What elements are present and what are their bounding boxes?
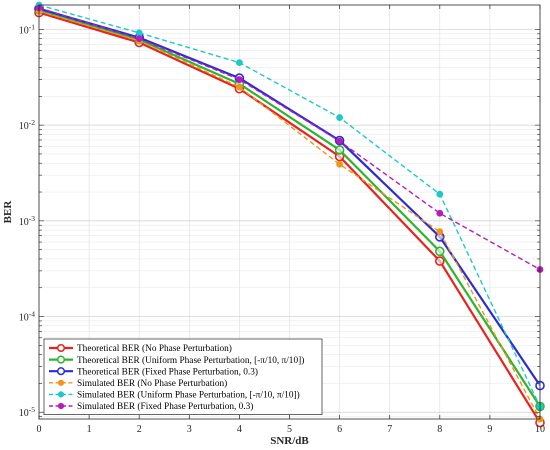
series-line: [38, 4, 541, 407]
data-point: [336, 137, 344, 145]
x-tick-label: 1: [87, 424, 92, 435]
legend-item: Simulated BER (No Phase Perturbation): [49, 378, 227, 389]
series-line: [38, 7, 541, 271]
y-axis-label: BER: [2, 200, 14, 224]
y-tick-label: 10-1: [19, 22, 35, 36]
axis-ticks: [38, 5, 541, 419]
y-tick-label: 10-4: [19, 310, 35, 324]
legend-item: Simulated BER (Fixed Phase Perturbation,…: [49, 401, 253, 412]
y-tick-mantissa: 10: [19, 121, 29, 132]
legend-item: Simulated BER (Uniform Phase Perturbatio…: [49, 390, 300, 401]
x-tick-label: 9: [487, 424, 492, 435]
legend-box: [43, 338, 323, 415]
data-point: [235, 83, 243, 91]
data-point: [336, 160, 344, 168]
series-line: [38, 8, 541, 408]
x-tick-labels: 0 1 2 3 4 5 6 7 8 9 10: [37, 424, 546, 435]
y-tick-mantissa: 10: [19, 25, 29, 36]
legend-item: Theoretical BER (Uniform Phase Perturbat…: [49, 355, 304, 366]
legend-swatch-marker: [56, 355, 66, 364]
x-axis-label: SNR/dB: [270, 435, 309, 447]
x-tick-label: 2: [137, 424, 142, 435]
data-point: [436, 209, 444, 217]
x-tick-label: 5: [287, 424, 292, 435]
legend-label: Simulated BER (Fixed Phase Perturbation,…: [77, 401, 253, 412]
legend-label: Simulated BER (Uniform Phase Perturbatio…: [77, 390, 300, 401]
legend-label: Simulated BER (No Phase Perturbation): [77, 378, 227, 389]
y-tick-mantissa: 10: [19, 313, 29, 324]
legend-swatch-marker: [56, 367, 66, 376]
legend-swatch-marker: [57, 402, 65, 410]
x-tick-label: 7: [387, 424, 392, 435]
y-tick-exponent: -1: [29, 22, 35, 31]
legend-swatch-marker: [57, 391, 65, 398]
x-tick-label: 0: [37, 424, 42, 435]
data-point: [334, 145, 345, 155]
series-lines: [34, 1, 545, 428]
legend-item: Theoretical BER (Fixed Phase Perturbatio…: [49, 366, 258, 377]
x-tick-label: 3: [187, 424, 192, 435]
x-tick-label: 10: [535, 424, 545, 435]
y-tick-label: 10-3: [19, 214, 35, 228]
x-tick-label: 4: [237, 424, 242, 435]
y-tick-mantissa: 10: [19, 217, 29, 228]
y-tick-mantissa: 10: [19, 408, 29, 419]
data-point: [235, 76, 243, 83]
legend-label: Theoretical BER (Uniform Phase Perturbat…: [77, 355, 304, 366]
y-tick-label: 10-5: [19, 405, 35, 419]
series-line: [38, 10, 541, 420]
legend-label: Theoretical BER (Fixed Phase Perturbatio…: [77, 366, 258, 377]
data-point: [336, 114, 344, 121]
legend-label: Theoretical BER (No Phase Perturbation): [77, 343, 232, 354]
data-point: [434, 256, 445, 266]
series-5: [35, 1, 544, 410]
y-tick-exponent: -2: [29, 118, 35, 127]
data-point: [436, 228, 444, 236]
data-point: [434, 246, 445, 257]
data-point: [135, 35, 143, 43]
y-tick-exponent: -5: [29, 405, 35, 414]
data-point: [436, 190, 444, 198]
x-tick-label: 8: [437, 424, 442, 435]
series-line: [38, 11, 541, 424]
y-tick-exponent: -3: [29, 214, 35, 223]
y-tick-label: 10-2: [19, 118, 35, 132]
legend: Theoretical BER (No Phase Perturbation)T…: [43, 338, 323, 415]
data-point: [235, 59, 243, 67]
data-point: [135, 29, 143, 37]
legend-swatch-marker: [57, 379, 65, 386]
legend-item: Theoretical BER (No Phase Perturbation): [49, 343, 232, 354]
y-tick-exponent: -4: [29, 310, 35, 319]
x-tick-label: 6: [337, 424, 342, 435]
y-tick-labels: 10-510-410-310-210-1: [19, 22, 35, 419]
legend-swatch-marker: [56, 343, 66, 353]
